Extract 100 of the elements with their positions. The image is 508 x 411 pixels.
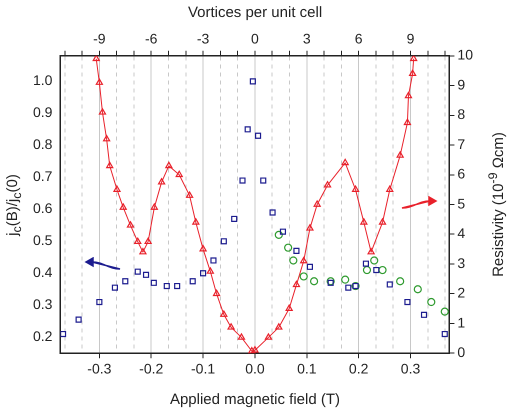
point: [360, 218, 368, 225]
point: [280, 228, 286, 235]
point: [92, 56, 100, 62]
x2-tick-label: 3: [302, 30, 311, 46]
y2-tick-label: 0: [457, 344, 466, 360]
point: [373, 266, 380, 274]
point: [345, 284, 352, 291]
point: [328, 280, 334, 286]
point: [314, 200, 321, 207]
point: [176, 170, 183, 178]
y2-tick-label: 10: [457, 46, 474, 63]
point: [326, 277, 335, 286]
point: [286, 304, 293, 311]
point: [212, 290, 220, 296]
x2-tick-label: -6: [144, 30, 158, 46]
point: [370, 256, 378, 265]
point: [386, 186, 394, 192]
point: [396, 277, 404, 286]
point: [410, 56, 418, 62]
x-tick-label: -0.3: [87, 360, 112, 376]
point: [102, 134, 110, 142]
point: [248, 347, 256, 354]
point: [174, 282, 180, 290]
point: [239, 177, 246, 184]
point: [96, 78, 103, 85]
point: [199, 245, 207, 252]
point: [362, 260, 370, 267]
y-tick-label: 0.3: [32, 296, 53, 312]
x2-tick-label: 9: [406, 30, 415, 46]
point: [126, 221, 134, 228]
point: [293, 248, 300, 254]
point: [190, 278, 196, 284]
point: [220, 310, 228, 317]
x-tick-label: -0.1: [191, 360, 216, 376]
point: [227, 323, 235, 330]
point: [284, 244, 292, 252]
point: [186, 191, 194, 198]
point: [324, 181, 332, 188]
point: [150, 203, 158, 210]
y-tick-label: 0.6: [32, 200, 53, 216]
point: [210, 257, 217, 264]
y2-tick-label: 8: [457, 106, 466, 122]
point: [341, 276, 350, 284]
point: [254, 132, 262, 139]
x2-tick-label: -3: [196, 30, 210, 46]
x-tick-label: 0.1: [297, 360, 317, 376]
y2-tick-label: 2: [457, 284, 466, 301]
y-tick-label: 0.5: [32, 232, 53, 248]
point: [306, 264, 313, 270]
point: [98, 108, 106, 115]
y-tick-label: 0.9: [32, 104, 53, 120]
y2-tick-label: 6: [457, 166, 466, 182]
point: [142, 272, 150, 278]
point: [300, 256, 308, 264]
point: [289, 256, 298, 265]
x-tick-label: 0.3: [400, 360, 420, 376]
point: [270, 209, 276, 216]
x-axis-title: Applied magnetic field (T): [170, 390, 340, 408]
point: [274, 230, 283, 239]
point: [275, 323, 282, 330]
point: [342, 158, 349, 166]
point: [251, 346, 259, 353]
point: [113, 186, 121, 192]
point: [386, 281, 393, 288]
x2-tick-label: 6: [354, 30, 363, 46]
x-tick-label: -0.2: [139, 360, 164, 376]
point: [231, 216, 238, 222]
point: [352, 186, 360, 192]
point: [220, 238, 227, 244]
point: [96, 298, 102, 306]
y2-tick-label: 7: [457, 136, 466, 152]
y2-tick-label: 5: [457, 195, 466, 212]
y2-tick-label: 4: [457, 225, 466, 242]
point: [442, 330, 448, 338]
point: [440, 308, 449, 316]
point: [206, 267, 214, 274]
y2-tick-label: 9: [457, 76, 466, 92]
y-tick-label: 0.7: [32, 168, 53, 184]
point: [300, 272, 308, 281]
y-tick-label: 0.2: [32, 328, 53, 344]
point: [120, 203, 127, 210]
y2-tick-label: 3: [457, 254, 466, 271]
point: [260, 177, 266, 184]
point: [238, 333, 246, 340]
y-tick-label: 0.8: [32, 136, 53, 152]
point: [158, 178, 166, 185]
point: [150, 280, 157, 286]
y-tick-label: 0.4: [32, 264, 53, 280]
point: [122, 278, 128, 284]
point: [60, 330, 66, 338]
point: [367, 248, 375, 254]
point: [362, 266, 372, 274]
point: [112, 284, 118, 291]
point: [378, 266, 387, 274]
x2-axis-title: Vortices per unit cell: [188, 4, 322, 20]
x-tick-label: 0.0: [245, 360, 265, 376]
point: [310, 277, 318, 286]
point: [404, 298, 410, 306]
point: [427, 298, 436, 306]
point: [306, 224, 314, 231]
